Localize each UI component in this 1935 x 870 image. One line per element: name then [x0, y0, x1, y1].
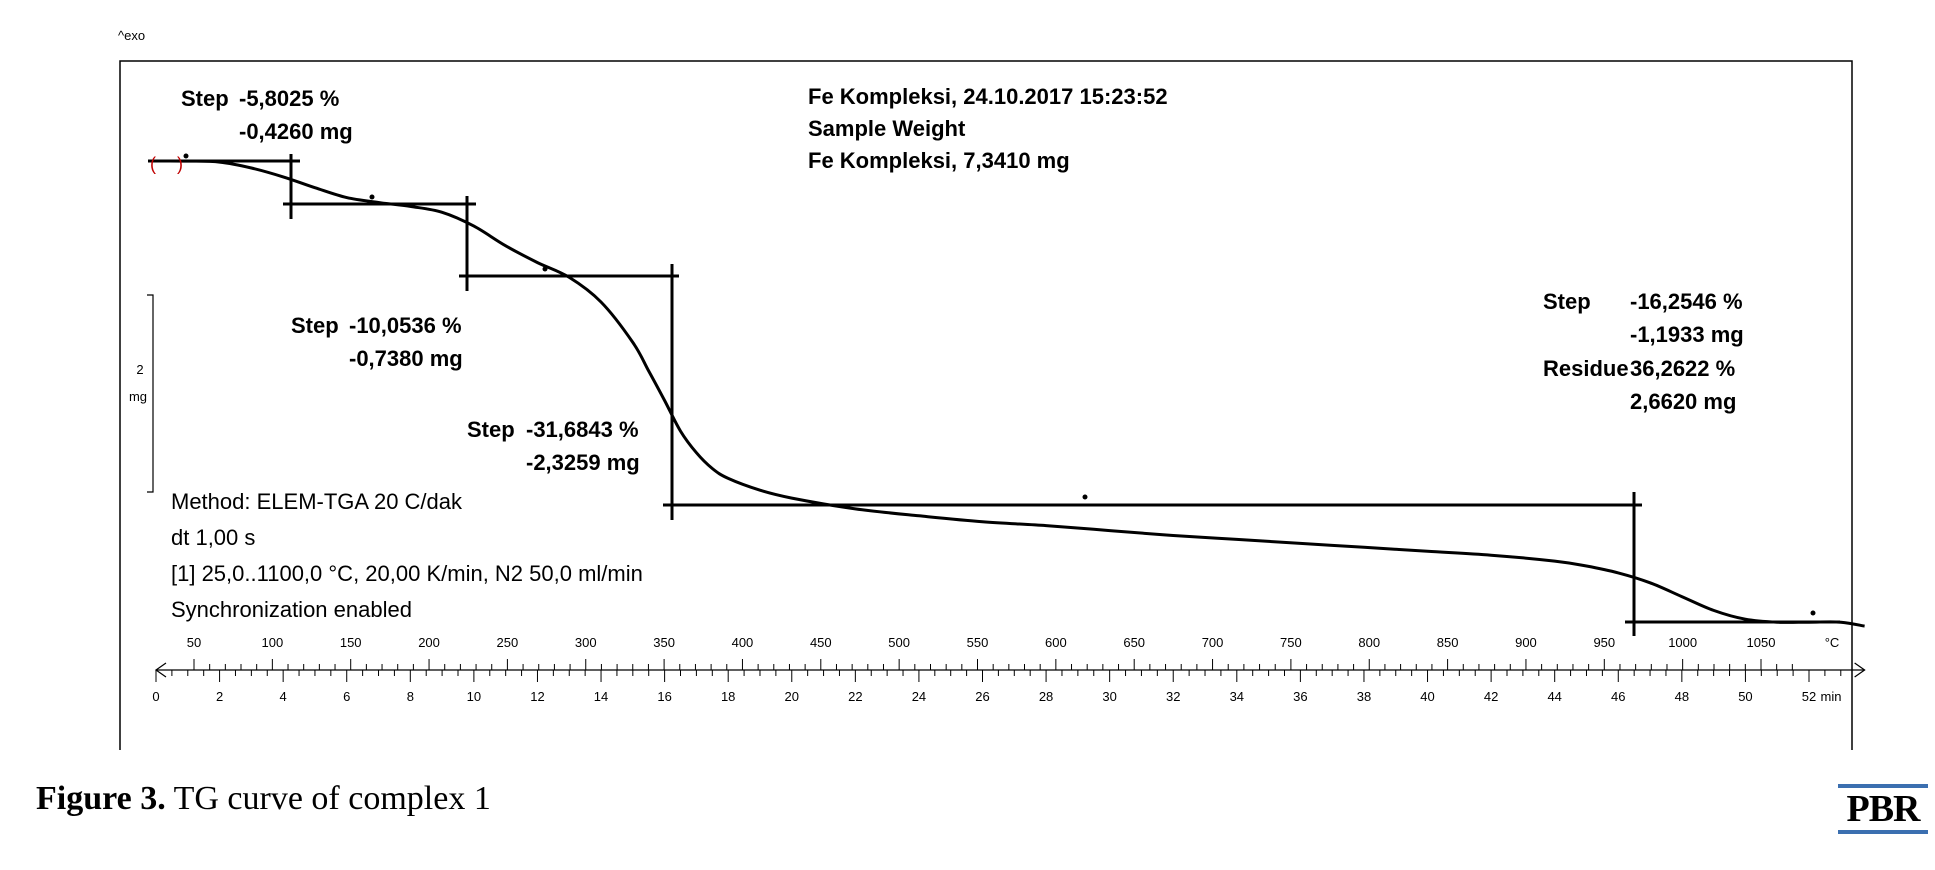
time-tick-label: 20 — [785, 689, 799, 704]
header-line-2: Sample Weight — [808, 116, 966, 141]
time-tick-label: 12 — [530, 689, 544, 704]
time-tick-label: 24 — [912, 689, 926, 704]
figure-caption: Figure 3. TG curve of complex 1 — [36, 780, 491, 818]
caption-label: Figure 3. — [36, 780, 166, 817]
plot-frame — [119, 60, 1853, 750]
temperature-tick-label: 300 — [575, 635, 597, 650]
header-line-3: Fe Kompleksi, 7,3410 mg — [808, 148, 1070, 173]
residue-percent: 36,2622 % — [1630, 356, 1735, 381]
step-2-percent: -10,0536 % — [349, 313, 462, 338]
time-tick-label: 42 — [1484, 689, 1498, 704]
curve-markers — [183, 153, 1816, 616]
temperature-axis-unit: °C — [1825, 635, 1840, 650]
temperature-tick-label: 550 — [967, 635, 989, 650]
axis-layer: 50 100 150 200 250 300 350 400 450 500 550 600 650 70… — [152, 635, 1866, 704]
temperature-tick-label: 400 — [732, 635, 754, 650]
temperature-tick-label: 850 — [1437, 635, 1459, 650]
marker-dot — [1082, 494, 1088, 500]
step-2-label: Step — [291, 313, 339, 338]
time-tick-label: 40 — [1420, 689, 1434, 704]
temperature-tick-label: 700 — [1202, 635, 1224, 650]
step-3-label: Step — [467, 417, 515, 442]
start-bracket-right: ) — [177, 154, 183, 174]
time-tick-label: 46 — [1611, 689, 1625, 704]
temperature-tick-label: 250 — [497, 635, 519, 650]
time-tick-label: 22 — [848, 689, 862, 704]
time-tick-label: 38 — [1357, 689, 1371, 704]
caption-text: TG curve of complex 1 — [173, 780, 491, 817]
step-4-mass: -1,1933 mg — [1630, 322, 1744, 347]
header-line-1: Fe Kompleksi, 24.10.2017 15:23:52 — [808, 84, 1168, 109]
time-tick-label: 28 — [1039, 689, 1053, 704]
time-tick-label: 52 — [1802, 689, 1816, 704]
temperature-tick-label: 200 — [418, 635, 440, 650]
logo-bar-top — [1838, 784, 1928, 788]
step-2-mass: -0,7380 mg — [349, 346, 463, 371]
time-tick-label: 14 — [594, 689, 608, 704]
axis-arrow-right — [1854, 662, 1866, 678]
residue-mass: 2,6620 mg — [1630, 389, 1736, 414]
time-tick-label: 16 — [657, 689, 671, 704]
temperature-tick-label: 1000 — [1668, 635, 1697, 650]
time-tick-label: 44 — [1547, 689, 1561, 704]
step-1-percent: -5,8025 % — [239, 86, 339, 111]
logo-bar-bottom — [1838, 830, 1928, 834]
time-tick-label: 4 — [280, 689, 287, 704]
time-tick-label: 0 — [152, 689, 159, 704]
tg-curve — [155, 159, 1865, 628]
temperature-tick-label: 50 — [187, 635, 201, 650]
temperature-tick-label: 350 — [653, 635, 675, 650]
time-tick-label: 10 — [467, 689, 481, 704]
marker-dot — [183, 153, 189, 159]
temperature-tick-label: 900 — [1515, 635, 1537, 650]
time-tick-label: 32 — [1166, 689, 1180, 704]
time-tick-label: 2 — [216, 689, 223, 704]
scale-bar-unit: mg — [129, 389, 147, 404]
temperature-tick-label: 1050 — [1747, 635, 1776, 650]
time-tick-label: 18 — [721, 689, 735, 704]
scale-bar-value: 2 — [136, 362, 143, 377]
step-1-label: Step — [181, 86, 229, 111]
marker-dot — [1810, 610, 1816, 616]
temperature-tick-label: 100 — [261, 635, 283, 650]
marker-dot — [542, 266, 548, 272]
time-tick-label: 26 — [975, 689, 989, 704]
method-line-4: Synchronization enabled — [171, 597, 412, 622]
temperature-tick-label: 600 — [1045, 635, 1067, 650]
temperature-tick-label: 950 — [1593, 635, 1615, 650]
mass-scale-bar — [147, 294, 154, 493]
temperature-tick-label: 150 — [340, 635, 362, 650]
temperature-tick-label: 500 — [888, 635, 910, 650]
step-1-mass: -0,4260 mg — [239, 119, 353, 144]
time-axis-unit: min — [1821, 689, 1842, 704]
step-4-percent: -16,2546 % — [1630, 289, 1743, 314]
method-line-3: [1] 25,0..1100,0 °C, 20,00 K/min, N2 50,… — [171, 561, 643, 586]
time-tick-label: 34 — [1230, 689, 1244, 704]
start-bracket-left: ( — [150, 154, 156, 174]
time-tick-label: 6 — [343, 689, 350, 704]
temperature-tick-label: 650 — [1123, 635, 1145, 650]
pbr-logo: PBR — [1838, 784, 1928, 834]
step-3-percent: -31,6843 % — [526, 417, 639, 442]
method-line-1: Method: ELEM-TGA 20 C/dak — [171, 489, 463, 514]
exo-label: ^exo — [118, 28, 145, 43]
time-tick-label: 50 — [1738, 689, 1752, 704]
residue-label: Residue — [1543, 356, 1629, 381]
method-line-2: dt 1,00 s — [171, 525, 255, 550]
step-3-mass: -2,3259 mg — [526, 450, 640, 475]
time-tick-label: 36 — [1293, 689, 1307, 704]
time-tick-label: 48 — [1675, 689, 1689, 704]
marker-dot — [369, 194, 375, 200]
curve-layer — [155, 159, 1865, 628]
time-tick-label: 8 — [407, 689, 414, 704]
logo-text: PBR — [1846, 788, 1921, 830]
step-4-label: Step — [1543, 289, 1591, 314]
temperature-tick-label: 800 — [1358, 635, 1380, 650]
temperature-tick-label: 750 — [1280, 635, 1302, 650]
time-tick-label: 30 — [1102, 689, 1116, 704]
temperature-tick-label: 450 — [810, 635, 832, 650]
